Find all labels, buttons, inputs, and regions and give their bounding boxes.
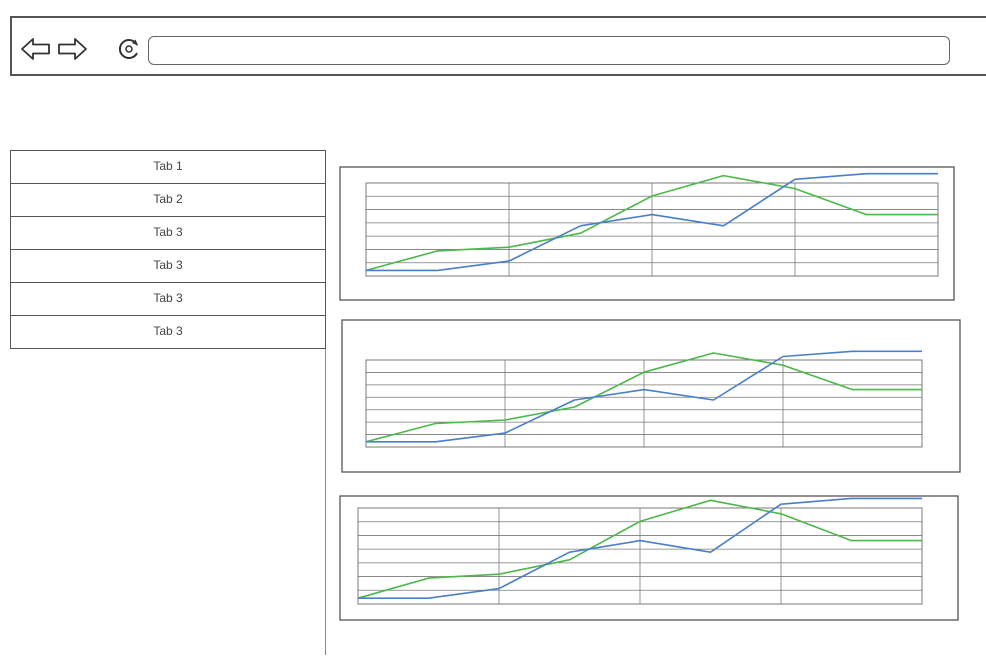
tab-1[interactable]: Tab 1 <box>10 150 326 184</box>
series-line-2 <box>366 172 938 272</box>
tab-5[interactable]: Tab 3 <box>10 282 326 316</box>
tab-3[interactable]: Tab 3 <box>10 216 326 250</box>
address-bar-input[interactable] <box>148 36 950 65</box>
chart-frame <box>339 495 959 621</box>
charts-area <box>326 150 986 655</box>
series-line-1 <box>365 352 922 443</box>
tab-6[interactable]: Tab 3 <box>10 315 326 349</box>
sidebar-tab-list: Tab 1 Tab 2 Tab 3 Tab 3 Tab 3 Tab 3 <box>10 150 326 349</box>
line-chart-3 <box>339 495 959 621</box>
charts-canvas <box>339 166 961 621</box>
tab-2[interactable]: Tab 2 <box>10 183 326 217</box>
sidebar-divider <box>325 150 326 655</box>
forward-arrow-icon[interactable] <box>56 36 88 62</box>
series-line-2 <box>366 350 922 443</box>
browser-toolbar <box>10 16 986 76</box>
series-line-1 <box>357 499 922 599</box>
tab-4[interactable]: Tab 3 <box>10 249 326 283</box>
back-arrow-icon[interactable] <box>20 36 52 62</box>
series-line-2 <box>358 497 922 600</box>
chart-frame <box>341 319 961 473</box>
series-line-1 <box>365 174 938 272</box>
line-chart-2 <box>341 319 961 473</box>
chart-frame <box>339 166 955 301</box>
line-chart-1 <box>339 166 955 301</box>
reload-icon[interactable] <box>116 36 142 62</box>
